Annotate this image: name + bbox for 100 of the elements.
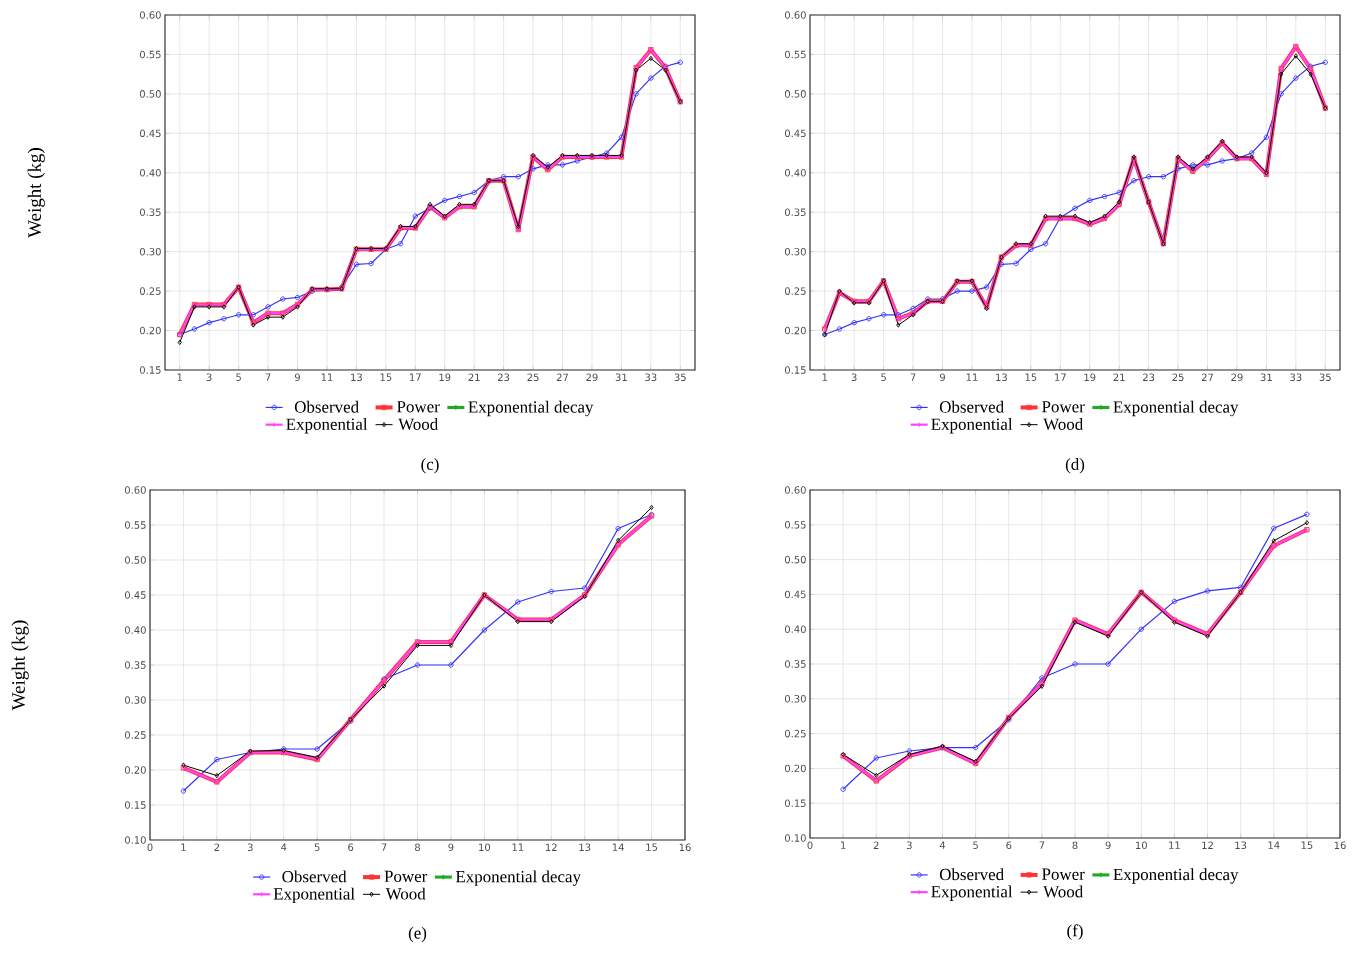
x-tick-label: 7 xyxy=(265,373,271,381)
x-tick-label: 15 xyxy=(646,843,658,851)
x-tick-label: 33 xyxy=(1290,373,1302,382)
x-tick-label: 14 xyxy=(1268,841,1280,849)
y-tick-label: 0.40 xyxy=(784,625,806,633)
x-tick-label: 21 xyxy=(468,373,480,381)
y-tick-label: 0.35 xyxy=(784,208,806,216)
legend-label: Observed xyxy=(282,870,347,883)
legend-label: Exponential xyxy=(286,418,368,434)
y-tick-label: 0.45 xyxy=(139,129,161,138)
y-tick-label: 0.20 xyxy=(139,326,161,335)
x-tick-label: 23 xyxy=(1143,373,1155,382)
legend-label: Exponential decay xyxy=(1113,868,1239,884)
legend-label: Wood xyxy=(1043,418,1084,431)
x-tick-label: 3 xyxy=(906,841,912,850)
y-tick-label: 0.25 xyxy=(784,729,806,738)
y-tick-label: 0.20 xyxy=(124,766,146,774)
y-tick-label: 0.25 xyxy=(784,287,806,295)
x-tick-label: 3 xyxy=(247,843,253,852)
x-tick-label: 0 xyxy=(147,843,153,852)
x-tick-label: 5 xyxy=(314,843,320,851)
x-tick-label: 31 xyxy=(1260,373,1272,382)
x-tick-label: 3 xyxy=(851,373,857,382)
legend-label: Power xyxy=(397,401,440,413)
x-tick-label: 9 xyxy=(939,373,945,382)
y-tick-label: 0.35 xyxy=(139,208,161,216)
x-tick-label: 17 xyxy=(1055,373,1066,381)
x-tick-label: 15 xyxy=(1025,373,1037,381)
x-tick-label: 5 xyxy=(881,373,886,381)
x-tick-label: 10 xyxy=(1136,841,1147,850)
y-axis-title: Weight (kg) xyxy=(27,148,45,238)
y-tick-label: 0.20 xyxy=(784,764,806,773)
x-tick-label: 2 xyxy=(214,843,220,851)
x-tick-label: 13 xyxy=(579,843,591,852)
legend-label: Wood xyxy=(398,418,439,431)
y-tick-label: 0.15 xyxy=(124,801,146,809)
y-tick-label: 0.15 xyxy=(139,366,161,374)
legend-label: Exponential xyxy=(273,887,355,904)
x-tick-label: 13 xyxy=(1235,841,1247,850)
x-tick-label: 1 xyxy=(181,843,186,851)
x-tick-label: 4 xyxy=(281,843,287,851)
legend-label: Wood xyxy=(385,887,426,900)
y-tick-label: 0.50 xyxy=(784,555,806,564)
y-tick-label: 0.20 xyxy=(784,326,806,335)
y-tick-label: 0.45 xyxy=(784,590,806,599)
x-tick-label: 21 xyxy=(1113,373,1125,381)
x-tick-label: 5 xyxy=(236,373,241,381)
x-tick-label: 27 xyxy=(556,373,568,381)
x-tick-label: 7 xyxy=(910,373,916,381)
x-tick-label: 6 xyxy=(348,843,354,852)
x-tick-label: 9 xyxy=(294,373,300,382)
legend-label: Exponential decay xyxy=(455,870,581,886)
y-tick-label: 0.50 xyxy=(784,90,806,98)
x-tick-label: 35 xyxy=(674,373,686,382)
x-tick-label: 9 xyxy=(1105,841,1111,850)
y-tick-label: 0.60 xyxy=(784,11,806,19)
y-tick-label: 0.55 xyxy=(124,521,146,529)
x-tick-label: 10 xyxy=(479,843,491,852)
x-tick-label: 19 xyxy=(1084,373,1096,382)
y-tick-label: 0.40 xyxy=(124,626,146,634)
x-tick-label: 19 xyxy=(439,373,451,382)
y-tick-label: 0.15 xyxy=(784,366,806,374)
legend-label: Observed xyxy=(939,400,1004,413)
x-tick-label: 4 xyxy=(939,841,946,849)
x-tick-label: 31 xyxy=(615,373,627,382)
y-tick-label: 0.25 xyxy=(139,287,161,295)
x-tick-label: 12 xyxy=(546,843,557,851)
legend-label: Observed xyxy=(939,868,1004,881)
x-tick-label: 1 xyxy=(822,373,827,381)
x-tick-label: 1 xyxy=(177,373,182,381)
y-tick-label: 0.60 xyxy=(139,11,161,19)
y-tick-label: 0.25 xyxy=(124,731,146,739)
y-tick-label: 0.35 xyxy=(784,660,806,668)
x-tick-label: 13 xyxy=(351,373,362,382)
y-tick-label: 0.15 xyxy=(784,799,806,807)
y-tick-label: 0.55 xyxy=(784,521,806,529)
y-tick-label: 0.45 xyxy=(124,591,146,599)
legend-label: Power xyxy=(1042,868,1085,880)
y-tick-label: 0.10 xyxy=(124,836,146,844)
legend-label: Observed xyxy=(294,400,359,413)
legend-label: Power xyxy=(384,870,428,883)
x-tick-label: 11 xyxy=(966,373,978,381)
y-tick-label: 0.35 xyxy=(124,661,146,669)
x-tick-label: 11 xyxy=(1169,841,1180,849)
x-tick-label: 11 xyxy=(321,373,333,381)
x-tick-label: 15 xyxy=(1301,841,1313,849)
x-tick-label: 3 xyxy=(206,373,212,382)
x-tick-label: 8 xyxy=(1072,841,1078,850)
y-tick-label: 0.40 xyxy=(139,169,161,177)
x-tick-label: 7 xyxy=(381,843,387,851)
x-tick-label: 6 xyxy=(1006,841,1012,850)
x-tick-label: 14 xyxy=(612,843,624,851)
x-tick-label: 9 xyxy=(448,843,454,852)
x-tick-label: 33 xyxy=(645,373,657,382)
x-tick-label: 16 xyxy=(1334,841,1346,850)
y-tick-label: 0.60 xyxy=(124,486,146,494)
legend-label: Power xyxy=(1042,401,1085,413)
y-tick-label: 0.30 xyxy=(124,696,146,704)
y-tick-label: 0.45 xyxy=(784,129,806,138)
legend-label: Exponential decay xyxy=(468,400,594,417)
